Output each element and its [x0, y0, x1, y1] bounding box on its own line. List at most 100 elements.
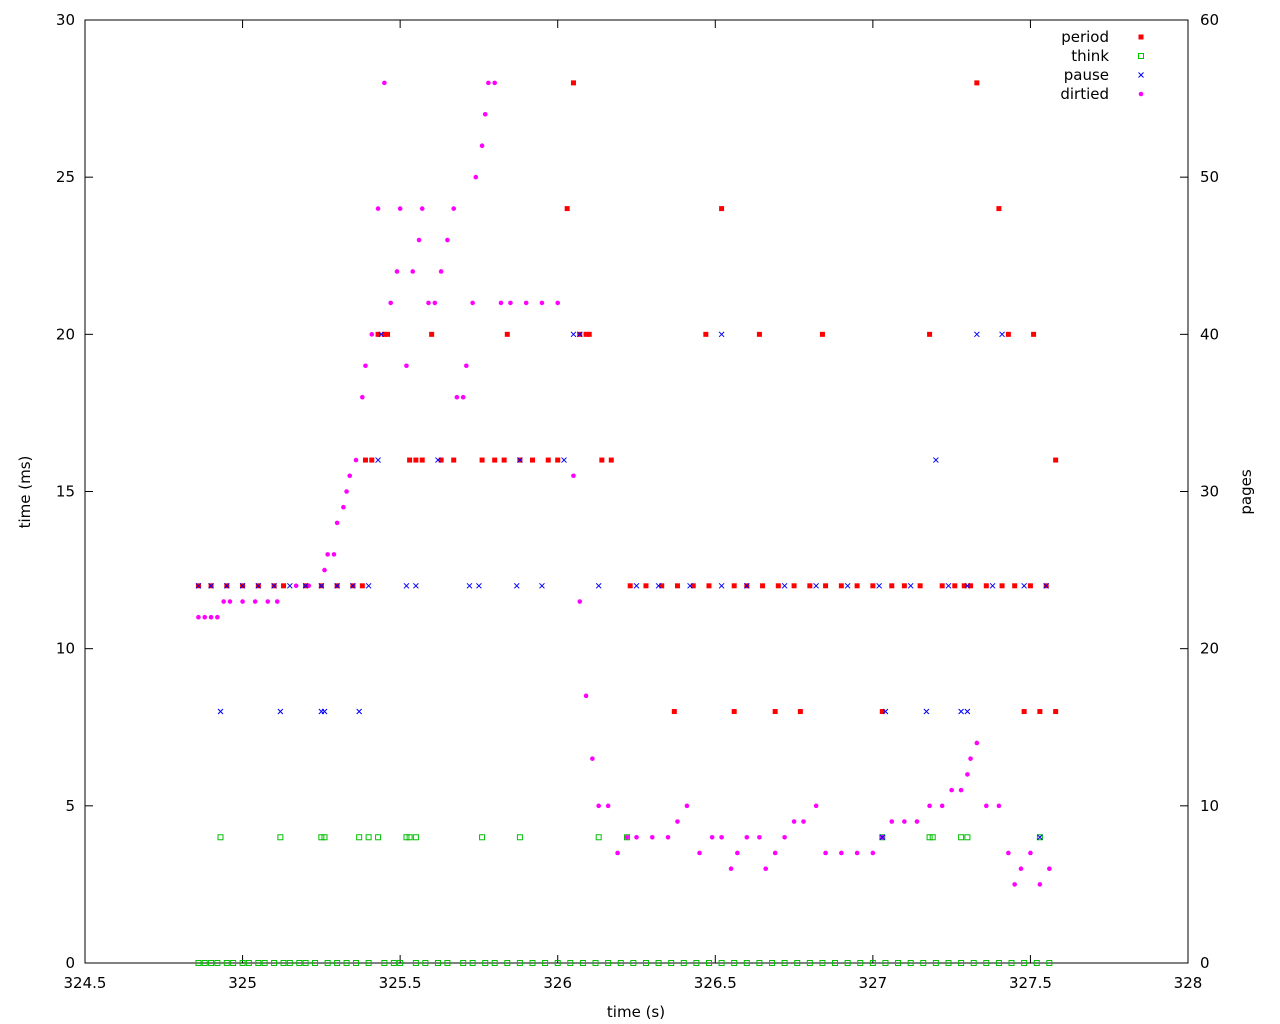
dirtied-point [265, 599, 271, 604]
dirtied-point [293, 583, 299, 589]
x-axis-title: time (s) [607, 1003, 665, 1021]
think-point [397, 960, 404, 966]
tick-group: 324.5 325 325.5 326 326.5 327 327.5 328 0 5 10 15 20… [56, 11, 1219, 992]
dirtied-point [375, 206, 381, 211]
period-point [974, 80, 980, 86]
dirtied-point [1037, 882, 1043, 887]
dirtied-point [634, 834, 639, 840]
dirtied-point [757, 834, 762, 840]
dirtied-point [432, 300, 438, 306]
period-point [1005, 331, 1011, 337]
period-point [1031, 331, 1037, 337]
dirtied-point [404, 363, 409, 369]
pause-point [302, 582, 309, 589]
legend-marker-dirtied [1138, 91, 1144, 97]
pause-point [655, 582, 662, 589]
think-point [718, 960, 725, 966]
legend-label-think: think [1071, 47, 1109, 65]
think-point [365, 960, 372, 966]
pause-point [378, 331, 385, 338]
think-point [280, 960, 287, 966]
think-point [217, 834, 224, 841]
pause-point [321, 708, 328, 715]
dirtied-point [772, 850, 778, 856]
dirtied-point [571, 473, 576, 479]
period-point [674, 583, 680, 589]
dirtied-point [426, 300, 431, 306]
pause-point [633, 582, 640, 589]
pause-point [1021, 582, 1027, 589]
period-point [530, 457, 536, 463]
legend-marker-think [1138, 53, 1144, 59]
dirtied-point [470, 300, 475, 306]
pause-point [375, 457, 381, 463]
period-point [791, 583, 797, 589]
pause-point [223, 582, 230, 589]
y2-tick-label: 40 [1200, 325, 1219, 343]
think-point [529, 960, 536, 966]
think-point [1021, 960, 1028, 966]
dirtied-point [438, 269, 444, 274]
period-point [731, 583, 737, 589]
dirtied-point [460, 394, 466, 400]
period-point [501, 457, 507, 463]
think-point [542, 960, 549, 966]
dirtied-point [482, 112, 488, 117]
period-point [1037, 709, 1043, 715]
pause-point [517, 457, 523, 463]
dirtied-point [208, 614, 214, 620]
dirtied-point [744, 834, 750, 840]
dirtied-point [240, 599, 245, 604]
dirtied-point [684, 803, 690, 809]
think-point [819, 960, 826, 966]
pause-point [964, 708, 971, 715]
dirtied-point [577, 599, 583, 604]
pause-point [513, 582, 520, 589]
pause-point [334, 582, 340, 589]
period-point [703, 331, 709, 337]
think-point [920, 960, 927, 966]
dirtied-point [791, 819, 797, 824]
think-point [261, 960, 268, 966]
think-point [516, 834, 523, 841]
dirtied-point [344, 489, 349, 494]
dirtied-point [719, 834, 724, 840]
legend-label-period: period [1061, 28, 1109, 46]
dirtied-point [325, 552, 330, 557]
dirtied-point [464, 363, 469, 369]
pause-point [277, 708, 284, 715]
period-point [901, 583, 907, 589]
pause-point [781, 582, 788, 589]
dirtied-point [763, 866, 769, 871]
period-point [772, 709, 778, 715]
pause-point [882, 708, 889, 715]
think-point [769, 960, 776, 966]
period-point [359, 583, 365, 589]
period-point [381, 331, 387, 337]
dirtied-point [649, 834, 655, 840]
dirtied-point [473, 174, 479, 180]
dirtied-point [369, 332, 375, 337]
period-point [996, 206, 1002, 212]
think-point [844, 960, 851, 966]
think-point [381, 960, 388, 966]
x-tick-label: 328 [1174, 974, 1203, 992]
dirtied-point [227, 599, 233, 604]
think-point [239, 960, 246, 966]
period-point [879, 709, 885, 715]
pause-point [195, 582, 202, 589]
think-point [705, 960, 712, 966]
think-point [624, 834, 631, 841]
think-point [356, 834, 363, 841]
think-point [617, 960, 624, 966]
dirtied-point [331, 552, 337, 557]
dirtied-point [322, 567, 327, 573]
dirtied-point [675, 819, 680, 824]
y2-tick-label: 50 [1200, 168, 1219, 186]
dirtied-point [902, 819, 907, 824]
period-point [731, 709, 737, 715]
pause-point [687, 582, 693, 589]
think-point [201, 960, 208, 966]
think-point [479, 834, 486, 841]
